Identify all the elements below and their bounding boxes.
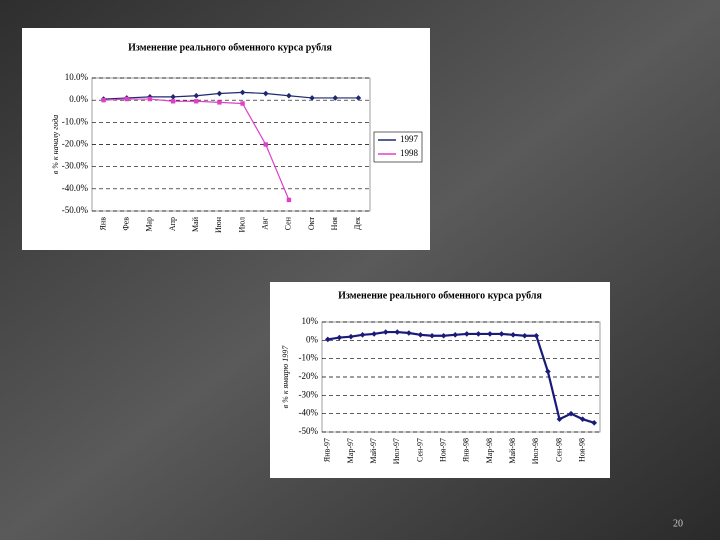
point (216, 90, 223, 97)
x-tick-label: Апр (168, 217, 177, 231)
point (591, 420, 598, 426)
x-tick-label: Сен-97 (415, 438, 424, 462)
point (286, 197, 292, 203)
y-tick-label: -40% (299, 408, 319, 418)
x-tick-label: Авг (261, 216, 270, 230)
point (324, 336, 331, 343)
x-tick-label: Ноя-98 (577, 438, 586, 462)
point (579, 416, 586, 422)
point (429, 332, 435, 339)
y-tick-label: -30% (299, 389, 319, 399)
point (533, 332, 540, 339)
x-tick-label: Июн (214, 216, 223, 233)
y-tick-label: -40.0% (62, 183, 89, 193)
point (510, 332, 516, 338)
point (286, 92, 292, 99)
point (332, 95, 339, 101)
point (463, 331, 470, 337)
point (309, 95, 315, 101)
y-tick-label: -10.0% (62, 116, 89, 126)
y-tick-label: -50.0% (62, 205, 89, 215)
y-axis-label: в % к январю 1997 (281, 345, 290, 409)
point (556, 416, 563, 422)
x-tick-label: Май-97 (369, 438, 378, 464)
x-tick-label: Сен-98 (554, 438, 563, 462)
point (170, 94, 176, 100)
point (371, 331, 377, 337)
legend-label: 1997 (400, 134, 419, 144)
x-tick-label: Мар (145, 217, 154, 232)
y-tick-label: 10% (302, 316, 319, 326)
point (568, 410, 574, 417)
x-tick-label: Мар-98 (485, 438, 494, 463)
x-tick-label: Янв (98, 217, 107, 231)
x-tick-label: Янв-98 (462, 438, 471, 462)
x-tick-label: Фев (122, 217, 131, 231)
chart-title: Изменение реального обменного курса рубл… (338, 290, 542, 301)
legend-box (373, 131, 423, 163)
y-tick-label: -20.0% (62, 139, 89, 149)
point (545, 368, 551, 375)
point (394, 329, 401, 335)
point (336, 334, 343, 341)
point (262, 90, 269, 97)
y-tick-label: 10.0% (65, 72, 89, 82)
point (239, 89, 246, 96)
point (359, 332, 366, 338)
legend-label: 1998 (400, 148, 419, 158)
y-axis-label: в % к началу года (51, 115, 60, 175)
point (406, 330, 412, 336)
x-tick-label: Дек (353, 217, 362, 230)
point (348, 333, 354, 340)
y-tick-label: -10% (299, 353, 319, 363)
point (498, 331, 505, 337)
point (487, 331, 493, 337)
x-tick-label: Сен (284, 216, 293, 230)
y-tick-label: -30.0% (62, 161, 89, 171)
point (101, 97, 106, 103)
x-tick-label: Май-98 (508, 438, 517, 464)
x-tick-label: Мар-97 (346, 438, 355, 463)
point (147, 96, 153, 102)
x-tick-label: Июл-98 (531, 438, 540, 464)
y-tick-label: 0.0% (69, 94, 88, 104)
x-tick-label: Ноя (330, 217, 339, 231)
point (193, 92, 200, 99)
series-line (103, 91, 359, 100)
point (452, 332, 459, 338)
point (417, 332, 424, 338)
point (475, 331, 482, 337)
y-tick-label: -50% (299, 426, 319, 436)
point (263, 142, 268, 147)
x-tick-label: Ноя-97 (438, 438, 447, 462)
point (355, 95, 362, 101)
y-tick-label: 0% (306, 334, 319, 344)
point (217, 100, 222, 105)
y-tick-label: -20% (299, 371, 319, 381)
point (521, 332, 528, 339)
point (170, 99, 176, 104)
point (124, 96, 129, 102)
x-tick-label: Янв-97 (323, 438, 332, 462)
x-tick-label: Июл (237, 217, 246, 233)
x-tick-label: Май (191, 216, 200, 232)
x-tick-label: Окт (307, 217, 316, 231)
point (382, 329, 389, 335)
point (440, 332, 447, 339)
x-tick-label: Июл-97 (392, 438, 401, 464)
point (194, 99, 199, 104)
point (240, 101, 245, 106)
chart-title: Изменение реального обменного курса рубл… (128, 42, 332, 53)
page-number: 20 (673, 518, 683, 529)
